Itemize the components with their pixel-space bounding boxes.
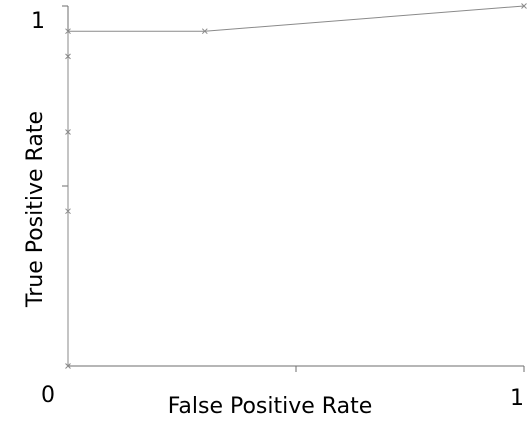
roc-point-marker: [65, 129, 71, 135]
roc-series: [65, 3, 527, 369]
roc-point-marker: [521, 3, 527, 9]
roc-point-marker: [65, 363, 71, 369]
y-axis-label: True Positive Rate: [23, 111, 48, 308]
roc-point-marker: [65, 53, 71, 60]
x-axis-label: False Positive Rate: [168, 394, 372, 419]
x-tick-label-min: 0: [41, 383, 55, 408]
roc-point-marker: [201, 28, 208, 35]
roc-curve-line: [67, 5, 525, 366]
roc-point-marker: [65, 208, 71, 215]
y-tick-label-max: 1: [31, 9, 45, 34]
roc-point-marker: [65, 28, 71, 35]
x-tick-label-max: 1: [510, 386, 524, 411]
